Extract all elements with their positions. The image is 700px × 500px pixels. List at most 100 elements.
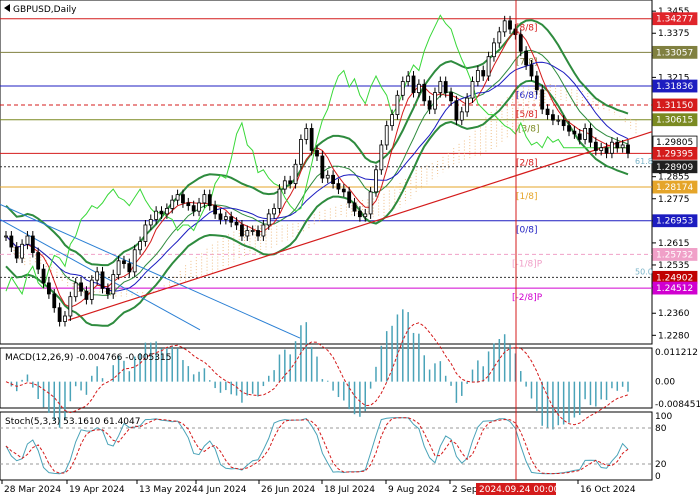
candle-body bbox=[588, 128, 593, 143]
candle-body bbox=[475, 70, 480, 82]
candle-body bbox=[320, 155, 325, 179]
candle-body bbox=[138, 241, 142, 251]
candle-body bbox=[422, 83, 427, 102]
candle-body bbox=[497, 31, 502, 44]
crosshair-time-label: 2024.09.24 00:00 bbox=[479, 485, 560, 495]
candle-body bbox=[604, 147, 609, 154]
price-tag-box bbox=[652, 180, 698, 194]
time-axis: 28 Mar 2024 19 Apr 2024 13 May 2024 4 Jun 2… bbox=[1, 480, 636, 495]
candle-body bbox=[282, 180, 287, 190]
support-trendline bbox=[67, 131, 653, 321]
price-tag-label: 1.25732 bbox=[656, 250, 693, 260]
candle-body bbox=[529, 64, 534, 77]
candle-body bbox=[234, 221, 239, 226]
candle-body bbox=[561, 119, 566, 127]
candle-body bbox=[416, 83, 421, 93]
candle-body bbox=[534, 75, 539, 91]
candle-body bbox=[357, 210, 362, 218]
candle-body bbox=[293, 163, 298, 184]
candle-body bbox=[352, 202, 357, 212]
price-tag-label: 1.26953 bbox=[656, 217, 693, 227]
candle-body bbox=[309, 128, 314, 151]
channel-line-upper bbox=[0, 203, 301, 339]
candle-body bbox=[363, 213, 368, 218]
candle-body bbox=[620, 144, 625, 149]
candle-body bbox=[191, 205, 196, 212]
time-tick-label: 16 Oct 2024 bbox=[580, 485, 636, 495]
candle-body bbox=[299, 139, 303, 165]
candle-body bbox=[336, 183, 341, 190]
candle-body bbox=[30, 235, 35, 253]
candle-body bbox=[626, 144, 630, 154]
candle-body bbox=[46, 282, 51, 295]
macd-tick-label: 0.00 bbox=[655, 378, 675, 388]
price-tag-box bbox=[652, 98, 698, 112]
candle-body bbox=[390, 114, 394, 127]
price-tag-label: 1.34277 bbox=[656, 15, 693, 25]
candle-body bbox=[223, 216, 228, 220]
price-tag-box bbox=[652, 281, 698, 295]
macd-panel bbox=[0, 347, 653, 409]
price-tag-label: 1.28174 bbox=[656, 183, 693, 193]
candle-body bbox=[36, 252, 41, 270]
stoch-k-line bbox=[5, 417, 629, 475]
candle-body bbox=[459, 111, 464, 121]
fib-level-label: 61.8 bbox=[635, 157, 653, 166]
price-tags: 1.34277 1.33057 1.31836 1.31150 1.30615 1.298… bbox=[652, 12, 698, 295]
candle-body bbox=[411, 75, 416, 93]
candle-body bbox=[433, 92, 437, 110]
price-tag-label: 1.31836 bbox=[656, 82, 693, 92]
candle-body bbox=[207, 194, 212, 207]
price-panel bbox=[0, 0, 653, 345]
price-tick-label: 1.2280 bbox=[658, 331, 690, 341]
price-tick-label: 1.2775 bbox=[658, 195, 690, 205]
price-tag-label: 1.29395 bbox=[656, 149, 693, 159]
chikou-line bbox=[5, 14, 628, 296]
candle-body bbox=[470, 81, 475, 99]
candle-body bbox=[95, 271, 100, 281]
price-tick-label: 1.2360 bbox=[658, 309, 690, 319]
price-tag-label: 1.24902 bbox=[656, 273, 693, 283]
candle-body bbox=[486, 56, 491, 77]
candle-body bbox=[63, 315, 67, 322]
candle-body bbox=[9, 235, 14, 248]
candle-body bbox=[111, 274, 116, 295]
price-tag-label: 1.29805 bbox=[656, 138, 693, 148]
candle-body bbox=[374, 169, 378, 193]
stoch-d-line bbox=[5, 417, 629, 475]
murrey-levels: [8/8][7/8][6/8][5/8][3/8][2/8][1/8][0/8]… bbox=[0, 18, 653, 303]
murrey-level-label: [8/8] bbox=[516, 24, 538, 34]
candle-body bbox=[20, 243, 24, 259]
candle-body bbox=[132, 249, 137, 273]
time-tick-label: 4 Jun 2024 bbox=[198, 485, 247, 495]
price-tick-label: 1.2855 bbox=[658, 173, 690, 183]
candle-body bbox=[288, 180, 293, 184]
candle-body bbox=[406, 75, 411, 82]
price-tag-label: 1.33057 bbox=[656, 48, 693, 58]
candle-body bbox=[272, 208, 277, 215]
time-tick-label: 18 Jul 2024 bbox=[324, 485, 375, 495]
candle-body bbox=[449, 92, 453, 102]
candle-body bbox=[127, 263, 132, 273]
price-tag-box bbox=[652, 146, 698, 160]
price-tag-box bbox=[652, 12, 698, 26]
candle-body bbox=[347, 191, 352, 204]
stoch-tick-label: 80 bbox=[655, 424, 667, 434]
candle-body bbox=[57, 307, 62, 322]
candle-body bbox=[325, 174, 330, 179]
candle-body bbox=[68, 296, 73, 317]
candle-body bbox=[593, 141, 598, 151]
stoch-tick-label: 0 bbox=[655, 472, 661, 482]
ichimoku-cloud bbox=[13, 84, 637, 298]
candle-body bbox=[518, 34, 523, 52]
candle-body bbox=[599, 147, 604, 151]
candle-body bbox=[583, 128, 588, 140]
candle-body bbox=[41, 268, 46, 284]
candle-body bbox=[277, 188, 282, 209]
price-tag-label: 1.30615 bbox=[656, 116, 693, 126]
price-tick-label: 1.3215 bbox=[658, 73, 690, 83]
murrey-level-label: [-2/8]P bbox=[512, 293, 543, 303]
candle-body bbox=[89, 279, 94, 300]
stoch-tick-label: 100 bbox=[655, 412, 672, 422]
candle-body bbox=[379, 144, 384, 171]
